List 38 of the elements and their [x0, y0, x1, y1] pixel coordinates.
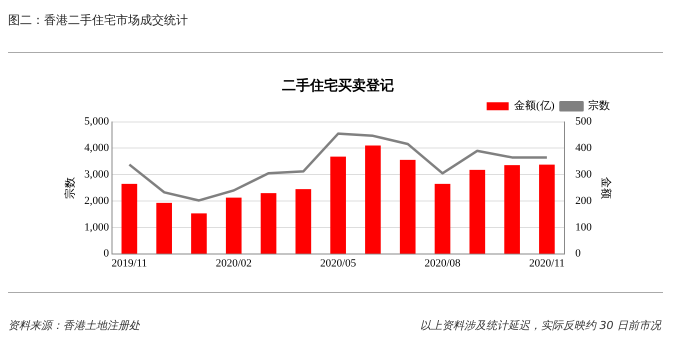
- x-tick-label: 2020/11: [529, 257, 565, 270]
- bar: [434, 184, 450, 254]
- y2-tick-label: 500: [575, 116, 592, 128]
- y-tick-label: 3,000: [84, 168, 110, 180]
- bar: [365, 146, 381, 254]
- legend-label: 宗数: [588, 99, 610, 112]
- y-tick-label: 4,000: [84, 142, 110, 154]
- bar: [539, 164, 555, 254]
- y2-axis-title: 金额: [600, 176, 613, 199]
- bar: [400, 160, 416, 254]
- y-tick-label: 1,000: [84, 221, 110, 234]
- x-tick-label: 2020/08: [424, 257, 462, 270]
- bar: [296, 189, 312, 254]
- y-axis-title: 宗数: [63, 176, 76, 199]
- y2-tick-label: 400: [575, 142, 592, 154]
- x-tick-label: 2020/02: [216, 257, 252, 270]
- y2-tick-label: 200: [575, 194, 592, 207]
- bar: [226, 198, 242, 254]
- y2-tick-label: 100: [575, 221, 592, 234]
- bar: [191, 213, 207, 254]
- text: 图二：香港二手住宅市场成交统计: [8, 12, 188, 29]
- text: 以上资料涉及统计延迟，实际反映约 30 日前市况: [420, 318, 661, 333]
- legend-label: 金额(亿): [514, 99, 555, 112]
- x-tick-label: 2020/05: [320, 257, 357, 270]
- y-tick-label: 0: [103, 248, 110, 260]
- bar: [504, 165, 520, 254]
- y2-tick-label: 300: [575, 168, 592, 180]
- bar: [469, 170, 486, 254]
- y-tick-label: 5,000: [84, 116, 110, 128]
- chart-title: 二手住宅买卖登记: [282, 77, 394, 94]
- bar: [260, 193, 276, 254]
- y2-tick-label: 0: [575, 248, 582, 260]
- y-tick-label: 2,000: [84, 194, 110, 207]
- x-tick-label: 2019/11: [112, 257, 148, 270]
- bar: [122, 184, 138, 254]
- bar: [156, 202, 172, 254]
- text: 资料来源：香港土地注册处: [8, 318, 140, 333]
- bar: [330, 156, 346, 254]
